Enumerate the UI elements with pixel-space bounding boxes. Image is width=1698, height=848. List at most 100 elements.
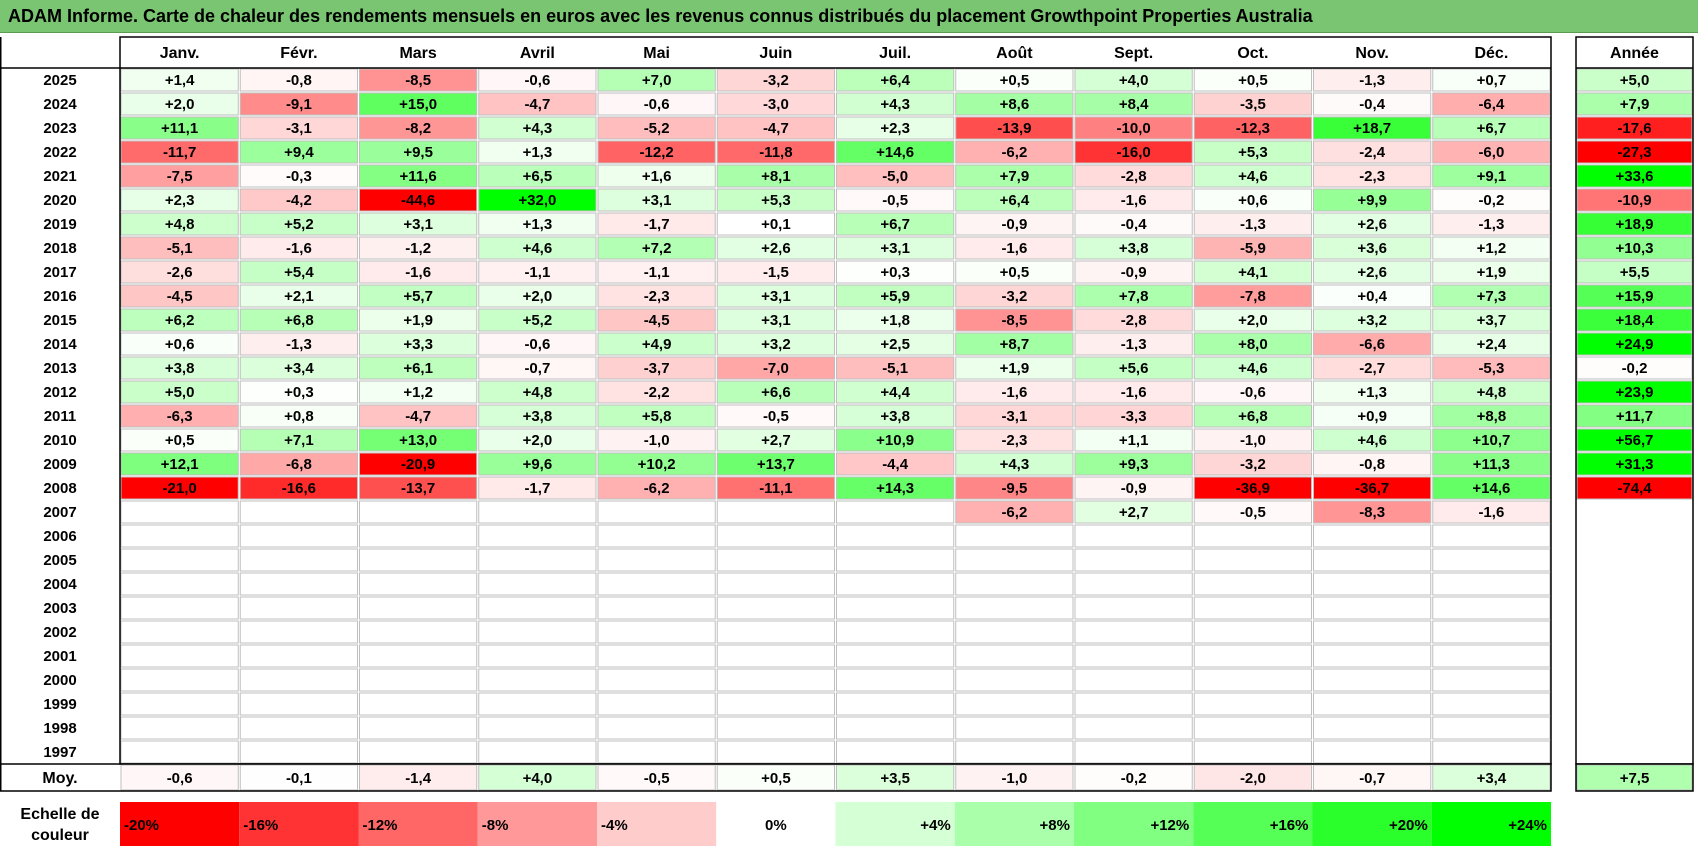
column-header: Avril (520, 45, 555, 62)
annual-value: +5,5 (1620, 264, 1650, 281)
average-cell (836, 764, 955, 791)
heatmap-cell (836, 308, 955, 332)
cell-value: +0,5 (1000, 72, 1030, 89)
cell-value: +9,3 (1119, 456, 1149, 473)
heatmap-cell (1432, 428, 1551, 452)
heatmap-cell (478, 92, 597, 116)
heatmap-cell (1432, 356, 1551, 380)
heatmap-cell (1432, 716, 1551, 740)
heatmap-cell (1313, 476, 1432, 500)
heatmap-cell (1074, 548, 1193, 572)
heatmap-cell (120, 476, 239, 500)
cell-value: +5,6 (1119, 360, 1149, 377)
row-year-label: 2017 (43, 264, 76, 281)
cell-value: -5,0 (882, 168, 908, 185)
heatmap-cell (1313, 284, 1432, 308)
heatmap-cell (1432, 236, 1551, 260)
annual-value: -10,9 (1617, 192, 1651, 209)
heatmap-cell (1432, 644, 1551, 668)
heatmap-cell (1313, 140, 1432, 164)
cell-value: +9,9 (1357, 192, 1387, 209)
cell-value: -0,6 (1240, 384, 1266, 401)
cell-value: +1,3 (1357, 384, 1387, 401)
cell-value: +7,0 (642, 72, 672, 89)
cell-value: +1,2 (403, 384, 433, 401)
heatmap-cell (239, 212, 358, 236)
cell-value: +8,1 (761, 168, 791, 185)
heatmap-cell (239, 92, 358, 116)
heatmap-cell (478, 548, 597, 572)
annual-value: +5,0 (1620, 72, 1650, 89)
chart-title: ADAM Informe. Carte de chaleur des rende… (8, 6, 1313, 26)
heatmap-cell (120, 68, 239, 92)
cell-value: -6,0 (1478, 144, 1504, 161)
cell-value: -1,6 (1121, 384, 1147, 401)
cell-value: -0,5 (1240, 504, 1266, 521)
heatmap-cell (1193, 548, 1312, 572)
heatmap-cell (120, 212, 239, 236)
heatmap-cell (597, 548, 716, 572)
heatmap-cell (1193, 524, 1312, 548)
cell-value: +3,3 (403, 336, 433, 353)
heatmap-cell (836, 572, 955, 596)
cell-value: -3,3 (1121, 408, 1147, 425)
cell-value: +3,8 (165, 360, 195, 377)
cell-value: -2,3 (1001, 432, 1027, 449)
heatmap-cell (836, 500, 955, 524)
heatmap-cell (1313, 716, 1432, 740)
cell-value: -7,0 (763, 360, 789, 377)
cell-value: +32,0 (518, 192, 556, 209)
annual-cell (1576, 140, 1693, 164)
heatmap-cell (359, 524, 478, 548)
heatmap-cell (836, 92, 955, 116)
heatmap-cell (1432, 284, 1551, 308)
heatmap-cell (239, 716, 358, 740)
heatmap-cell (955, 380, 1074, 404)
heatmap-cell (597, 284, 716, 308)
heatmap-cell (716, 188, 835, 212)
cell-value: +2,0 (523, 432, 553, 449)
cell-value: -7,8 (1240, 288, 1266, 305)
cell-value: +5,4 (284, 264, 314, 281)
average-row-label: Moy. (42, 770, 77, 787)
heatmap-cell (955, 644, 1074, 668)
heatmap-cell (239, 236, 358, 260)
heatmap-cell (955, 188, 1074, 212)
cell-value: +6,4 (1000, 192, 1030, 209)
cell-value: +1,1 (1119, 432, 1149, 449)
cell-value: -11,8 (759, 144, 792, 161)
cell-value: +9,5 (403, 144, 433, 161)
cell-value: -1,6 (1001, 240, 1027, 257)
cell-value: +11,3 (1473, 456, 1510, 473)
heatmap-cell (716, 620, 835, 644)
heatmap-cell (716, 332, 835, 356)
column-header: Juin (759, 45, 792, 62)
cell-value: -12,3 (1236, 120, 1270, 137)
heatmap-cell (359, 164, 478, 188)
heatmap-cell (120, 140, 239, 164)
cell-value: +0,5 (1000, 264, 1030, 281)
heatmap-cell (359, 404, 478, 428)
heatmap-cell (120, 668, 239, 692)
heatmap-cell (597, 572, 716, 596)
heatmap-cell (239, 380, 358, 404)
cell-value: +1,3 (523, 216, 553, 233)
cell-value: +0,4 (1357, 288, 1387, 305)
cell-value: +6,2 (165, 312, 195, 329)
average-annual-value: +7,5 (1620, 770, 1650, 787)
cell-value: +3,8 (523, 408, 553, 425)
column-header: Sept. (1114, 45, 1153, 62)
cell-value: -36,7 (1355, 480, 1389, 497)
heatmap-cell (597, 428, 716, 452)
cell-value: -9,1 (286, 96, 312, 113)
annual-value: +18,9 (1616, 216, 1654, 233)
scale-swatch-label: -16% (243, 817, 278, 834)
heatmap-cell (1313, 620, 1432, 644)
cell-value: -1,1 (644, 264, 670, 281)
cell-value: +3,4 (284, 360, 314, 377)
heatmap-cell (1074, 92, 1193, 116)
heatmap-cell (1432, 476, 1551, 500)
heatmap-cell (955, 236, 1074, 260)
cell-value: -3,1 (286, 120, 312, 137)
heatmap-cell (478, 524, 597, 548)
